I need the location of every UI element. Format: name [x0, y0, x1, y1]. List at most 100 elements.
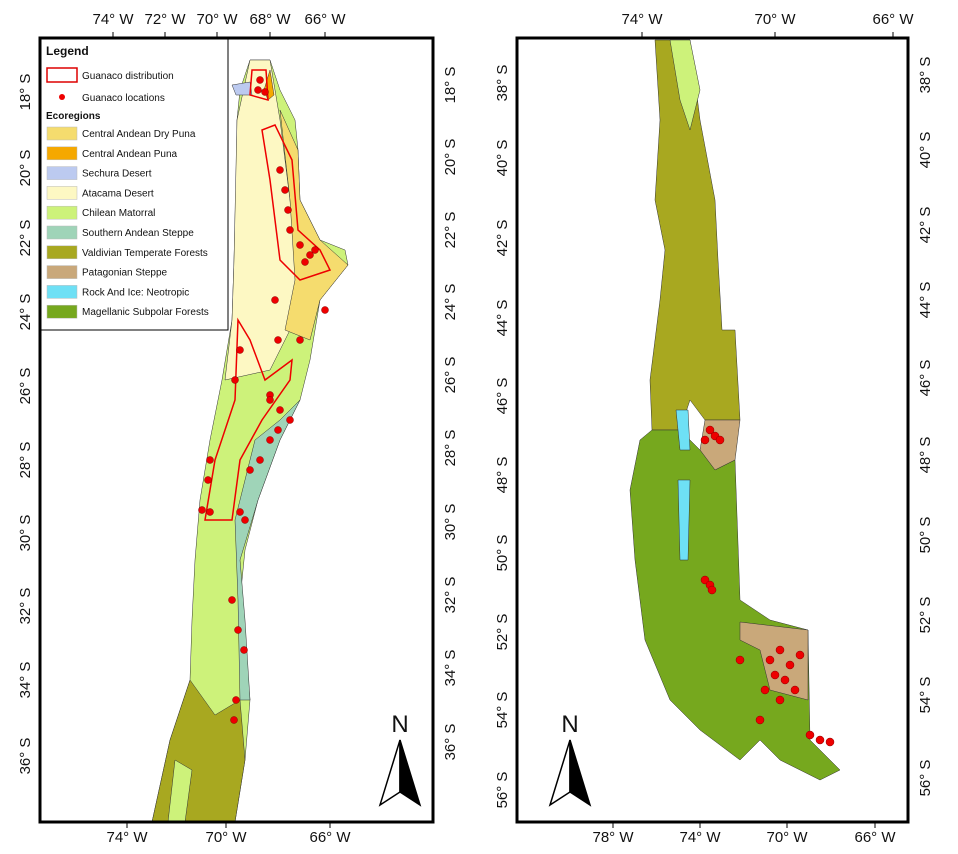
- legend-label: Central Andean Dry Puna: [82, 129, 196, 140]
- right-tick-label: 30° S: [442, 504, 459, 541]
- left-tick-label: 56° S: [494, 772, 511, 809]
- bottom-tick-label: 66° W: [309, 829, 351, 846]
- top-tick-label: 66° W: [872, 11, 914, 28]
- location: [274, 426, 282, 434]
- location: [284, 206, 292, 214]
- location: [795, 650, 805, 660]
- location: [266, 436, 274, 444]
- right-tick-label: 22° S: [442, 212, 459, 249]
- right-tick-label: 18° S: [442, 67, 459, 104]
- right-tick-label: 38° S: [917, 57, 934, 94]
- left-tick-label: 42° S: [494, 220, 511, 257]
- legend-label: Southern Andean Steppe: [82, 228, 194, 239]
- legend-patch: [46, 265, 78, 279]
- legend-patch: [46, 245, 78, 260]
- bottom-tick-label: 70° W: [766, 829, 808, 846]
- legend-patch: [46, 126, 78, 141]
- right-tick-label: 50° S: [917, 517, 934, 554]
- right-tick-label: 52° S: [917, 597, 934, 634]
- ecoregion: [675, 409, 691, 451]
- location: [306, 251, 314, 259]
- legend-dot: [59, 94, 65, 100]
- location: [825, 737, 835, 747]
- location: [256, 456, 264, 464]
- left-tick-label: 26° S: [17, 368, 34, 405]
- location: [271, 296, 279, 304]
- location: [254, 86, 262, 94]
- location: [301, 258, 309, 266]
- left-map: [151, 59, 349, 823]
- legend-label: Central Andean Puna: [82, 149, 178, 160]
- location: [286, 226, 294, 234]
- right-tick-label: 34° S: [442, 650, 459, 687]
- location: [232, 696, 240, 704]
- top-tick-label: 74° W: [92, 11, 134, 28]
- legend-patch: [46, 285, 78, 299]
- location: [261, 88, 269, 96]
- location: [236, 346, 244, 354]
- right-tick-label: 42° S: [917, 207, 934, 244]
- location: [274, 336, 282, 344]
- legend: Legend Guanaco distribution Guanaco loca…: [40, 38, 229, 331]
- top-tick-label: 70° W: [754, 11, 796, 28]
- location: [231, 376, 239, 384]
- left-tick-label: 38° S: [494, 65, 511, 102]
- top-tick-label: 70° W: [196, 11, 238, 28]
- location: [705, 425, 715, 435]
- right-tick-label: 44° S: [917, 282, 934, 319]
- left-tick-label: 22° S: [17, 220, 34, 257]
- top-tick-label: 74° W: [621, 11, 663, 28]
- location: [780, 675, 790, 685]
- right-tick-label: 40° S: [917, 132, 934, 169]
- legend-patch: [46, 166, 78, 180]
- location: [246, 466, 254, 474]
- bottom-tick-label: 78° W: [592, 829, 634, 846]
- location: [236, 508, 244, 516]
- legend-label: Valdivian Temperate Forests: [82, 248, 208, 259]
- left-tick-label: 28° S: [17, 442, 34, 479]
- left-tick-label: 30° S: [17, 515, 34, 552]
- right-tick-label: 46° S: [917, 360, 934, 397]
- legend-label: Patagonian Steppe: [82, 268, 168, 279]
- location: [755, 715, 765, 725]
- top-tick-label: 72° W: [144, 11, 186, 28]
- left-tick-label: 52° S: [494, 614, 511, 651]
- location: [765, 655, 775, 665]
- location: [775, 645, 785, 655]
- location: [281, 186, 289, 194]
- ecoregion: [649, 39, 741, 431]
- left-tick-label: 18° S: [17, 74, 34, 111]
- location: [785, 660, 795, 670]
- legend-label: Chilean Matorral: [82, 208, 155, 219]
- ecoregion: [234, 399, 301, 701]
- legend-patch: [46, 67, 78, 83]
- legend-label: Guanaco locations: [82, 93, 165, 104]
- legend-label: Atacama Desert: [82, 188, 154, 199]
- right-frame: [515, 36, 910, 824]
- right-tick-label: 26° S: [442, 357, 459, 394]
- legend-title: Legend: [46, 44, 89, 58]
- right-map: [629, 39, 841, 781]
- location: [198, 506, 206, 514]
- legend-patch: [46, 186, 78, 200]
- left-tick-label: 48° S: [494, 457, 511, 494]
- location: [230, 716, 238, 724]
- legend-label: Rock And Ice: Neotropic: [82, 287, 189, 298]
- distribution: [261, 124, 332, 281]
- location: [735, 655, 745, 665]
- location: [790, 685, 800, 695]
- location: [276, 406, 284, 414]
- location: [700, 435, 710, 445]
- location: [228, 596, 236, 604]
- legend-patch: [46, 304, 78, 319]
- bottom-tick-label: 66° W: [854, 829, 896, 846]
- right-tick-label: 48° S: [917, 437, 934, 474]
- left-tick-label: 32° S: [17, 588, 34, 625]
- top-tick-label: 68° W: [249, 11, 291, 28]
- left-tick-label: 36° S: [17, 738, 34, 775]
- location: [770, 670, 780, 680]
- right-tick-label: 36° S: [442, 724, 459, 761]
- legend-patch: [46, 146, 78, 161]
- location: [321, 306, 329, 314]
- right-tick-label: 54° S: [917, 677, 934, 714]
